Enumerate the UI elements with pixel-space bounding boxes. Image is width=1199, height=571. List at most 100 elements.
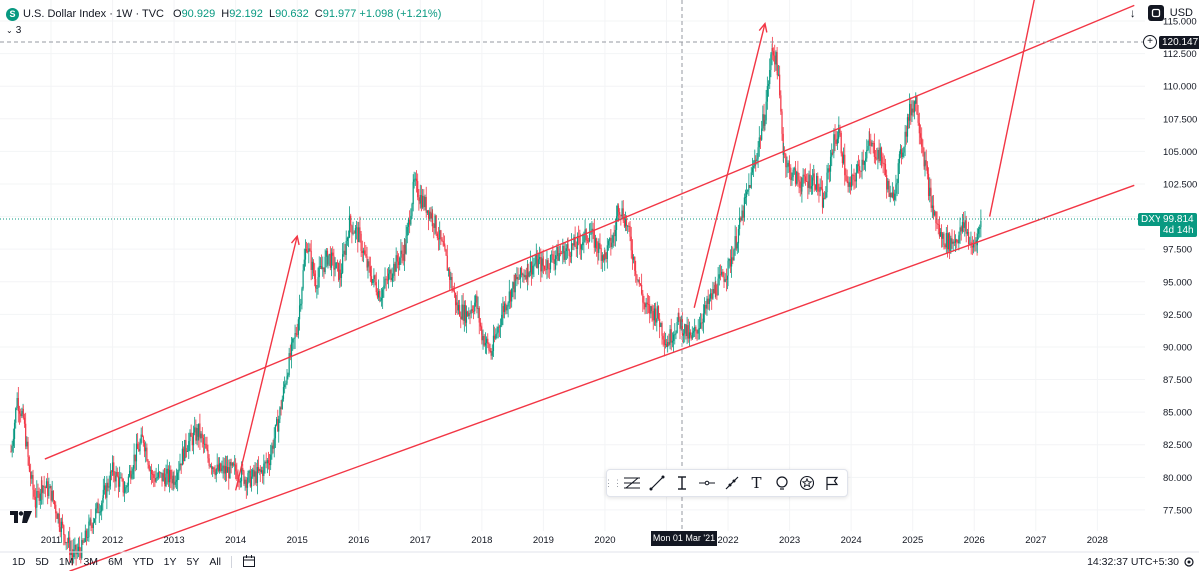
candle-body — [173, 475, 175, 485]
currency-selector[interactable]: USD — [1169, 7, 1193, 19]
candle-body — [262, 470, 264, 476]
range-1m[interactable]: 1M — [58, 556, 74, 568]
candle-body — [139, 442, 141, 452]
candle-body — [220, 463, 222, 472]
candle-body — [294, 333, 296, 339]
candle-body — [687, 325, 689, 339]
candle-body — [751, 167, 754, 173]
candle-body — [405, 235, 407, 254]
candle-body — [162, 473, 164, 482]
candle-body — [585, 229, 587, 241]
candle-body — [739, 217, 741, 229]
candle-body — [45, 481, 48, 488]
candle-body — [389, 269, 391, 274]
tradingview-logo[interactable] — [10, 510, 32, 528]
text-icon[interactable]: T — [751, 474, 762, 492]
horizontal-ray-icon[interactable] — [694, 471, 719, 495]
price-tick-label: 80.000 — [1163, 473, 1192, 484]
candle-body — [808, 174, 810, 188]
candle-body — [165, 473, 167, 487]
candle-body — [609, 237, 611, 241]
candle-body — [395, 255, 397, 272]
candle-body — [798, 179, 800, 182]
range-1d[interactable]: 1D — [12, 556, 26, 568]
indicators-toggle[interactable]: ⌄ 3 — [6, 25, 21, 36]
candle-body — [77, 546, 80, 552]
candle-body — [547, 260, 549, 269]
candle-body — [699, 322, 702, 329]
candle-body — [117, 476, 120, 487]
candle-body — [818, 191, 820, 193]
candle-body — [734, 236, 736, 250]
candle-body — [169, 469, 171, 483]
symbol-title[interactable]: U.S. Dollar Index · 1W · TVC — [23, 8, 164, 20]
candle-body — [681, 319, 683, 336]
candle-body — [232, 463, 235, 466]
range-5y[interactable]: 5Y — [186, 556, 200, 568]
candle-body — [212, 467, 214, 469]
range-3m[interactable]: 3M — [83, 556, 99, 568]
arrow-down-icon[interactable]: ↓ — [1129, 6, 1136, 20]
candle-body — [239, 481, 241, 483]
candle-body — [271, 445, 273, 455]
gear-icon[interactable] — [1179, 556, 1199, 568]
candle-body — [464, 305, 467, 323]
time-tick-label: 2026 — [964, 535, 985, 546]
candle-body — [107, 482, 109, 488]
candle-body — [373, 275, 375, 280]
candle-body — [67, 537, 70, 543]
candle-body — [255, 471, 257, 483]
candle-body — [573, 236, 575, 246]
candle-body — [111, 471, 113, 473]
candle-body — [590, 233, 592, 235]
candle-body — [362, 250, 365, 254]
text-cursor-icon[interactable] — [669, 471, 694, 495]
clock[interactable]: 14:32:37 UTC+5:30 — [1087, 556, 1179, 568]
candle-body — [755, 159, 757, 161]
range-1y[interactable]: 1Y — [163, 556, 177, 568]
candle-body — [822, 197, 825, 208]
candle-body — [208, 458, 210, 466]
ray-icon[interactable] — [719, 471, 744, 495]
idea-icon[interactable] — [769, 471, 794, 495]
candle-body — [944, 244, 946, 248]
candle-body — [73, 549, 75, 558]
candle-body — [10, 451, 12, 453]
candle-body — [952, 241, 954, 244]
plus-circle-icon[interactable]: + — [1143, 35, 1157, 49]
candle-body — [55, 504, 57, 514]
range-5d[interactable]: 5D — [35, 556, 49, 568]
candle-body — [883, 163, 885, 165]
candle-body — [690, 335, 692, 339]
candle-body — [956, 239, 958, 242]
range-6m[interactable]: 6M — [108, 556, 123, 568]
calendar-icon[interactable] — [242, 554, 256, 571]
candle-body — [365, 254, 367, 257]
candle-body — [903, 146, 905, 153]
trend-line-icon[interactable] — [644, 471, 669, 495]
fib-retracement-icon[interactable] — [619, 471, 644, 495]
candle-body — [523, 274, 525, 278]
candle-body — [954, 239, 957, 243]
drag-handle-icon[interactable]: ⋮⋮ — [604, 477, 622, 488]
star-badge-icon[interactable] — [794, 471, 819, 495]
range-all[interactable]: All — [209, 556, 222, 568]
candle-body — [28, 456, 30, 467]
symbol-legend[interactable]: S U.S. Dollar Index · 1W · TVC O90.929 H… — [6, 6, 441, 22]
candle-body — [402, 254, 404, 261]
candle-body — [744, 197, 747, 198]
range-ytd[interactable]: YTD — [132, 556, 154, 568]
candle-body — [384, 278, 386, 286]
candle-body — [628, 225, 630, 227]
candle-body — [171, 478, 173, 484]
candle-body — [154, 477, 156, 482]
candle-body — [320, 266, 323, 270]
screenshot-icon[interactable] — [1147, 5, 1164, 21]
flag-icon[interactable] — [819, 471, 844, 495]
candle-body — [769, 69, 771, 85]
candle-body — [280, 407, 282, 410]
candle-body — [621, 208, 623, 217]
candle-body — [490, 351, 492, 356]
price-tick-label: 87.500 — [1163, 375, 1192, 386]
